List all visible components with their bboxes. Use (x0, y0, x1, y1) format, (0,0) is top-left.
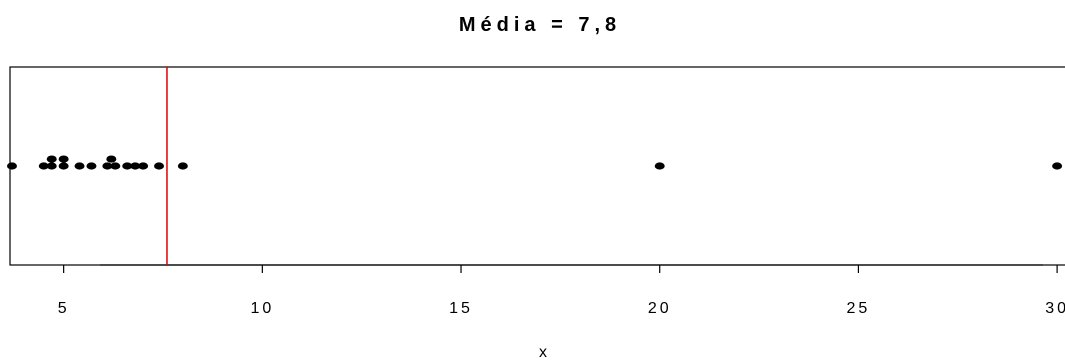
x-tick-label: 10 (250, 300, 274, 317)
x-tick-label: 5 (58, 300, 70, 317)
chart-title: Média = 7,8 (459, 14, 621, 36)
data-point (138, 162, 149, 170)
data-point (58, 155, 69, 163)
x-axis-label: x (539, 344, 547, 360)
plot-frame (9, 66, 1065, 266)
x-tick-label: 30 (1045, 300, 1065, 317)
data-point (122, 162, 133, 170)
data-point (1052, 162, 1063, 170)
data-point (106, 155, 117, 163)
data-point (86, 162, 97, 170)
data-point (46, 162, 57, 170)
data-point (6, 162, 17, 170)
data-point (38, 162, 49, 170)
data-point (130, 162, 141, 170)
x-tick-label: 25 (847, 300, 871, 317)
data-point (58, 162, 69, 170)
data-points (6, 155, 1063, 170)
data-point (654, 162, 665, 170)
x-tick-label: 20 (648, 300, 672, 317)
data-point (177, 162, 188, 170)
data-point (110, 162, 121, 170)
data-point (46, 155, 57, 163)
x-axis-ticks: 5 10 15 20 25 30 (58, 265, 1065, 317)
data-point (102, 162, 113, 170)
x-tick-label: 15 (449, 300, 473, 317)
data-point (74, 162, 85, 170)
data-point (154, 162, 165, 170)
